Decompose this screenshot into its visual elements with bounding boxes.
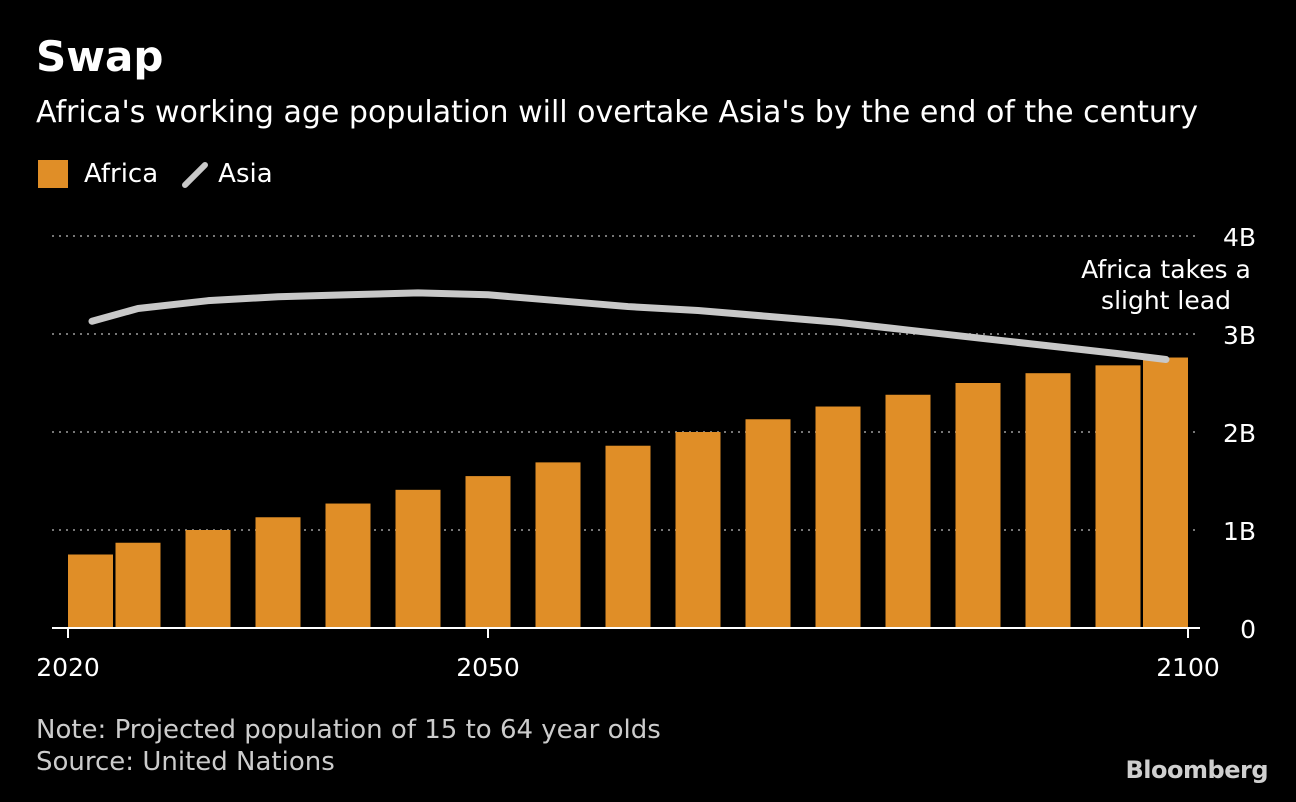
annotations: Africa takes a slight lead — [1081, 255, 1251, 315]
legend: Africa Asia — [38, 158, 295, 190]
bar-africa-2045 — [395, 489, 441, 628]
legend-item-asia: Asia — [180, 159, 273, 189]
bar-africa-2020 — [68, 554, 113, 628]
line-asia — [88, 289, 1170, 363]
chart-note: Note: Projected population of 15 to 64 y… — [36, 715, 661, 745]
bar-africa-2060 — [605, 445, 651, 628]
x-tick-label: 2050 — [456, 653, 520, 682]
bar-africa-2065 — [675, 432, 721, 628]
bar-africa-2075 — [815, 406, 861, 628]
y-tick-label: 4B — [1223, 223, 1256, 252]
chart-title: Swap — [36, 32, 164, 81]
bar-africa-2100 — [1143, 357, 1188, 628]
bar-africa-2090 — [1025, 373, 1071, 628]
bar-africa-2080 — [885, 394, 931, 628]
legend-label-asia: Asia — [218, 159, 273, 189]
bar-africa-2025 — [115, 542, 161, 628]
y-tick-label: 3B — [1223, 321, 1256, 350]
bar-africa-2030 — [185, 530, 231, 628]
x-tick-label: 2100 — [1156, 653, 1220, 682]
y-tick-label: 2B — [1223, 419, 1256, 448]
x-tick-label: 2020 — [36, 653, 100, 682]
axes — [52, 627, 1200, 638]
legend-item-africa: Africa — [38, 159, 158, 189]
bar-africa-2085 — [955, 383, 1001, 628]
bar-africa-2095 — [1095, 365, 1141, 628]
bar-africa-2055 — [535, 462, 581, 628]
bar-africa-2070 — [745, 419, 791, 628]
bar-africa-2035 — [255, 517, 301, 628]
chart-source: Source: United Nations — [36, 747, 335, 777]
chart-subtitle: Africa's working age population will ove… — [36, 95, 1199, 130]
asia-line-layer — [88, 289, 1170, 363]
legend-label-africa: Africa — [84, 159, 159, 189]
bar-africa-2050 — [465, 476, 511, 628]
legend-swatch-africa — [38, 160, 68, 188]
legend-swatch-asia — [182, 162, 209, 188]
annotation-africa-lead: Africa takes a slight lead — [1081, 255, 1251, 315]
africa-bars — [68, 357, 1188, 628]
y-tick-label: 0 — [1240, 615, 1256, 644]
y-tick-label: 1B — [1223, 517, 1256, 546]
bar-africa-2040 — [325, 503, 371, 628]
bloomberg-logo: Bloomberg — [1125, 756, 1269, 784]
tick-labels: 0 1B 2B 3B 4B 2020 2050 2100 — [36, 223, 1256, 682]
chart-plot: 0 1B 2B 3B 4B 2020 2050 2100 Africa takes a slig… — [36, 223, 1256, 682]
